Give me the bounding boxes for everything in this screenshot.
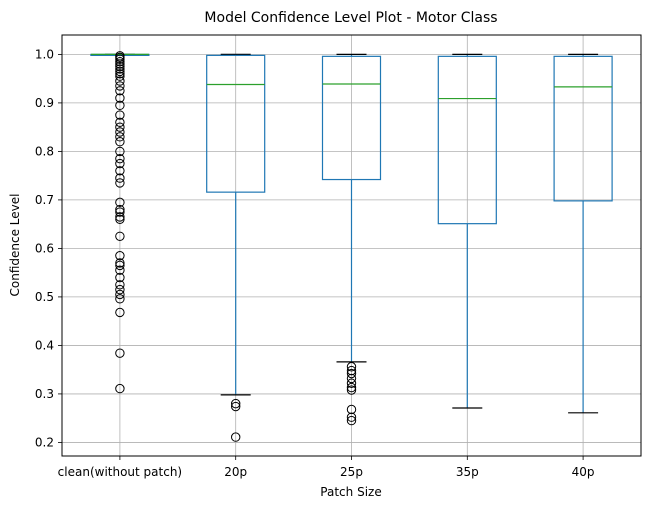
y-axis-label: Confidence Level <box>8 194 22 297</box>
box <box>206 54 266 193</box>
flier-point <box>115 173 125 183</box>
chart-title: Model Confidence Level Plot - Motor Clas… <box>204 10 497 26</box>
flier-point <box>115 69 125 79</box>
flier-point <box>115 110 125 120</box>
flier-point <box>231 432 241 442</box>
flier-point <box>115 122 125 132</box>
flier-point <box>115 64 125 74</box>
flier-point <box>115 284 125 295</box>
flier-point <box>115 127 125 137</box>
x-tick-label: 40p <box>572 465 595 479</box>
y-tick-label: 0.4 <box>35 338 54 352</box>
flier-point <box>231 398 241 409</box>
flier-point <box>115 117 125 128</box>
boxes-layer <box>90 53 613 414</box>
flier-point <box>346 378 357 388</box>
flier-point <box>346 362 357 372</box>
y-tick-label: 0.2 <box>35 435 54 449</box>
flier-point <box>346 365 357 376</box>
x-tick-label: clean(without patch) <box>58 465 182 479</box>
y-tick-label: 0.3 <box>35 387 54 401</box>
flier-point <box>115 250 125 261</box>
flier-point <box>115 93 125 103</box>
x-axis: clean(without patch) 20p 25p 35p 40p <box>58 456 595 479</box>
x-tick-label: 35p <box>456 465 479 479</box>
box <box>437 55 497 225</box>
y-tick-label: 1.0 <box>35 47 54 61</box>
flier-point <box>115 100 125 111</box>
y-tick-label: 0.8 <box>35 144 54 158</box>
flier-point <box>115 66 125 77</box>
flier-point <box>346 412 357 422</box>
flier-point <box>115 307 125 318</box>
flier-point <box>115 231 125 241</box>
flier-point <box>115 214 125 225</box>
flier-point <box>115 81 125 91</box>
flier-point <box>115 86 125 96</box>
y-tick-label: 0.7 <box>35 193 54 207</box>
flier-point <box>115 197 125 208</box>
fliers-layer <box>115 51 357 442</box>
flier-point <box>115 56 125 67</box>
box <box>553 55 613 202</box>
flier-point <box>115 294 125 304</box>
x-axis-label: Patch Size <box>320 485 381 499</box>
flier-point <box>115 71 125 81</box>
flier-point <box>115 158 125 169</box>
flier-point <box>115 153 125 164</box>
flier-point <box>115 280 125 290</box>
flier-point <box>115 348 125 358</box>
flier-point <box>231 401 241 412</box>
flier-point <box>115 258 125 268</box>
flier-point <box>115 146 125 157</box>
flier-point <box>115 383 125 394</box>
flier-point <box>115 61 125 72</box>
flier-point <box>346 368 357 379</box>
flier-point <box>115 51 125 61</box>
flier-point <box>115 132 125 142</box>
flier-point <box>115 289 125 300</box>
flier-point <box>115 76 125 86</box>
flier-point <box>346 415 357 426</box>
flier-point <box>115 212 125 222</box>
x-tick-label: 25p <box>340 465 363 479</box>
flier-point <box>115 178 125 188</box>
y-axis: 0.2 0.3 0.4 0.5 0.6 0.7 0.8 0.9 1.0 <box>35 47 62 449</box>
flier-point <box>115 204 125 215</box>
flier-point <box>115 272 125 283</box>
x-tick-label: 20p <box>224 465 247 479</box>
flier-point <box>346 385 357 395</box>
y-tick-label: 0.6 <box>35 241 54 255</box>
flier-point <box>115 260 125 271</box>
flier-point <box>115 265 125 275</box>
flier-point <box>346 382 357 393</box>
box <box>321 55 382 181</box>
y-tick-label: 0.9 <box>35 96 54 110</box>
flier-point <box>115 166 125 176</box>
y-tick-label: 0.5 <box>35 290 54 304</box>
flier-point <box>115 207 125 217</box>
flier-point <box>115 137 125 147</box>
flier-point <box>346 373 357 384</box>
flier-point <box>346 404 357 415</box>
